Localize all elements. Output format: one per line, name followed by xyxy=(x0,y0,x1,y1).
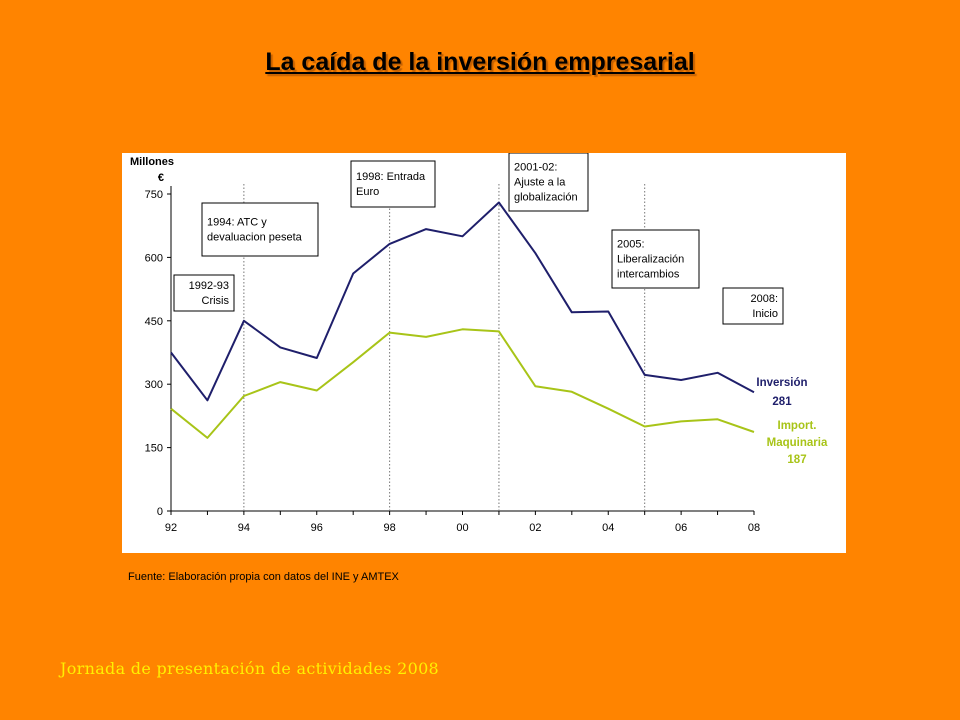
series-line-inversion xyxy=(170,201,755,402)
x-tick-label: 02 xyxy=(529,522,541,534)
series-label: Maquinaria xyxy=(767,437,828,449)
annotation-text: 2001-02: xyxy=(514,162,557,174)
y-axis-unit-label: Millones xyxy=(130,156,174,168)
x-tick-label: 92 xyxy=(165,522,177,534)
x-tick-label: 08 xyxy=(748,522,760,534)
y-tick-label: 450 xyxy=(145,316,163,328)
x-tick-label: 00 xyxy=(456,522,468,534)
annotation-box: 1994: ATC y devaluacion peseta xyxy=(201,202,319,257)
x-tick-label: 98 xyxy=(384,522,396,534)
series-end-value: 281 xyxy=(772,396,792,408)
annotation-text: Liberalización xyxy=(617,254,684,266)
y-tick-label: 750 xyxy=(145,189,163,201)
annotation-box: 2001-02: Ajuste a la globalización xyxy=(508,153,589,212)
series-label: Import. xyxy=(778,420,817,432)
annotation-frame xyxy=(201,202,319,257)
annotation-text: 2005: xyxy=(617,239,645,251)
footer-text: Jornada de presentación de actividades 2… xyxy=(60,659,440,678)
annotation-text: 1994: ATC y xyxy=(207,217,267,229)
y-axis-unit-label: € xyxy=(158,172,164,184)
annotation-text: 1992-93 xyxy=(189,280,229,292)
x-tick-label: 06 xyxy=(675,522,687,534)
line-chart: 0 150 300 450 600 750 92 94 96 98 00 02 04 06 08 Millon… xyxy=(130,153,828,534)
series-label: Inversión xyxy=(756,377,807,389)
y-tick-label: 600 xyxy=(145,252,163,264)
x-tick-label: 96 xyxy=(311,522,323,534)
series-line-import-maquinaria xyxy=(170,328,755,439)
source-note: Fuente: Elaboración propia con datos del… xyxy=(128,571,399,583)
annotation-text: globalización xyxy=(514,192,578,204)
annotation-frame xyxy=(350,160,436,208)
annotation-frame xyxy=(722,287,784,325)
annotation-box: 1998: Entrada Euro xyxy=(350,160,436,208)
annotation-text: Ajuste a la xyxy=(514,177,566,189)
annotation-text: intercambios xyxy=(617,269,680,281)
annotation-text: 1998: Entrada xyxy=(356,171,426,183)
series-end-value: 187 xyxy=(787,454,806,466)
y-tick-label: 300 xyxy=(145,379,163,391)
y-tick-label: 0 xyxy=(157,506,163,518)
annotation-text: 2008: xyxy=(750,293,778,305)
chart-panel: 0 150 300 450 600 750 92 94 96 98 00 02 04 06 08 Millon… xyxy=(122,153,846,553)
annotation-frame xyxy=(508,153,589,212)
slide-title: La caída de la inversión empresarial xyxy=(265,48,695,76)
x-tick-label: 04 xyxy=(602,522,614,534)
annotation-text: Crisis xyxy=(202,295,230,307)
x-tick-label: 94 xyxy=(238,522,250,534)
annotation-text: Euro xyxy=(356,186,379,198)
annotation-text: Inicio xyxy=(752,308,778,320)
annotation-box: 2008: Inicio xyxy=(722,287,784,325)
annotation-frame xyxy=(173,274,235,312)
annotation-frame xyxy=(611,229,700,289)
annotation-box: 1992-93 Crisis xyxy=(173,274,235,312)
annotation-text: devaluacion peseta xyxy=(207,232,303,244)
y-tick-label: 150 xyxy=(145,443,163,455)
annotation-box: 2005: Liberalización intercambios xyxy=(611,229,700,289)
